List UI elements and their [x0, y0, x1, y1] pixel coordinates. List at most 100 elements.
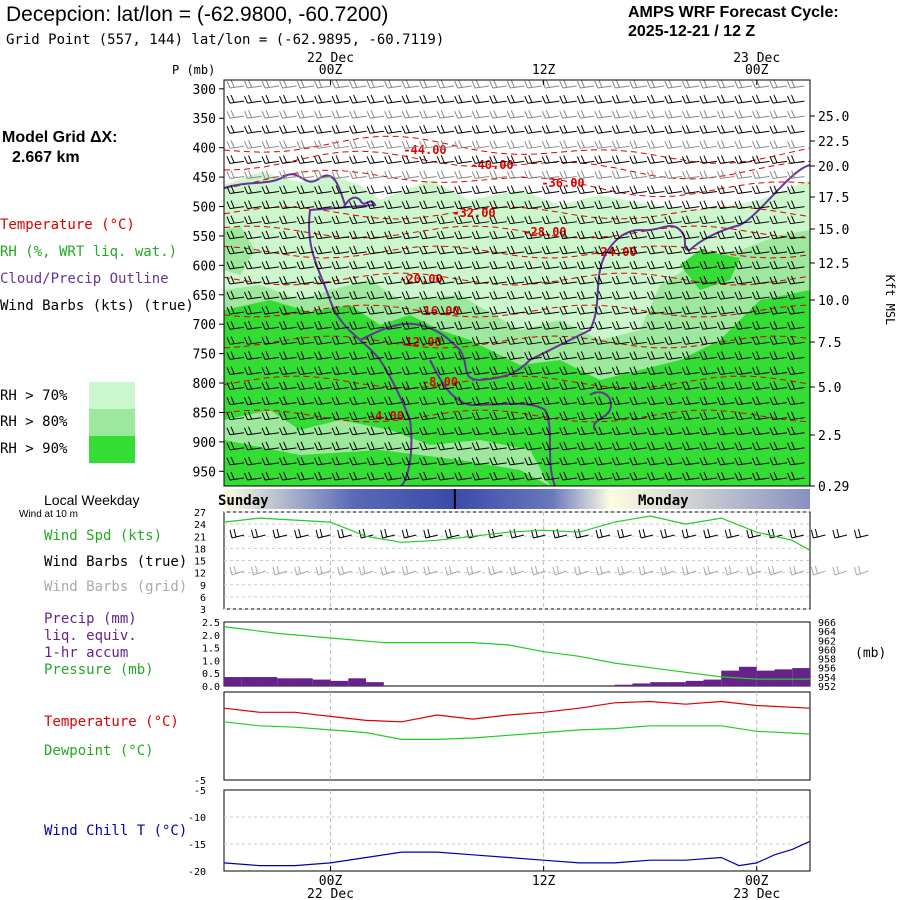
wind-barb-grid	[294, 565, 309, 576]
wind-barb	[331, 125, 350, 134]
wind-barb-grid	[832, 565, 848, 576]
wind-barb	[664, 245, 682, 255]
wind-barb	[384, 155, 402, 164]
wind-barb	[594, 245, 612, 255]
wind-barb	[296, 426, 315, 436]
wind-barb	[366, 155, 385, 164]
legend-rh70-swatch	[89, 382, 135, 409]
wind-barb	[699, 336, 717, 345]
wind-barb	[734, 80, 753, 89]
wind-barb	[366, 245, 385, 255]
wind-barb	[419, 94, 437, 104]
wind-barb	[226, 260, 245, 270]
wind-barb	[576, 381, 595, 391]
wind-barb	[716, 366, 735, 375]
isotherm-label: -32.00	[452, 206, 495, 220]
wind-barb	[594, 109, 612, 119]
wind-barb	[664, 80, 682, 89]
wind-barb	[384, 230, 402, 240]
wind-barb	[699, 396, 717, 406]
wind-barb	[787, 170, 805, 179]
wind-barb	[594, 230, 612, 240]
wind-barb	[296, 170, 315, 179]
wind-barb	[489, 109, 507, 119]
wind-barb	[471, 321, 490, 330]
wind-barb	[489, 441, 507, 451]
precip-bar	[295, 678, 313, 686]
wind-barb	[664, 351, 682, 360]
wind-barb	[611, 321, 630, 330]
wind-barb	[681, 411, 700, 421]
wind-barb	[524, 305, 542, 315]
wind-barb	[454, 471, 472, 481]
wind-barb-true	[444, 528, 460, 539]
wind-barb	[629, 290, 647, 300]
wind-speed-tick-label: 9	[200, 581, 206, 592]
wind-barb	[629, 351, 647, 360]
kft-tick-label: 5.0	[818, 381, 841, 396]
wind-barb	[314, 456, 332, 466]
wind-barb	[524, 321, 542, 330]
wind-barb	[471, 170, 490, 179]
wind-barb	[559, 245, 577, 255]
precip-tick-label: 2.0	[202, 631, 220, 642]
wind-barb	[419, 109, 437, 119]
wind-barb	[401, 230, 420, 240]
wind-barb	[471, 155, 490, 164]
wind-barb	[489, 321, 507, 330]
wind-barb	[331, 396, 350, 406]
wind-barb	[349, 170, 367, 179]
time-tick-label-bottom: 00Z	[319, 874, 343, 889]
cross-section-frame	[223, 79, 811, 487]
wind-barb	[716, 170, 735, 179]
wind-barb	[454, 411, 472, 421]
model-grid-label: Model Grid ΔX:	[2, 129, 118, 146]
pressure-tick-label: 350	[193, 112, 216, 127]
wind-barb	[594, 140, 612, 149]
wind-barb	[524, 336, 542, 345]
wind-barb	[314, 336, 332, 345]
wind-barb	[331, 140, 350, 149]
wind-barb	[559, 351, 577, 360]
wind-barb	[629, 185, 647, 195]
pressure-tick-label: 962	[818, 636, 836, 647]
wind-barb	[611, 230, 630, 240]
wind-barb	[419, 305, 437, 315]
wind-barb	[401, 336, 420, 345]
wind-barb	[559, 456, 577, 466]
wind-barb	[244, 456, 262, 466]
wind-barb	[314, 351, 332, 360]
wind-barb	[716, 275, 735, 285]
wind-barb	[349, 456, 367, 466]
wind-barb	[751, 411, 770, 421]
wind-barb	[611, 200, 630, 210]
isotherm-line	[224, 409, 810, 423]
wind-barb	[366, 290, 385, 300]
wind-barb	[681, 260, 700, 270]
wind-barb	[384, 125, 402, 134]
wind-barb	[471, 275, 490, 285]
wind-barb	[471, 140, 490, 149]
wind-barb	[699, 215, 717, 225]
wind-barb	[226, 426, 245, 436]
wind-barb	[331, 260, 350, 270]
wind-barb	[261, 290, 280, 300]
wind-barb	[576, 185, 595, 195]
isotherm-line	[224, 245, 810, 259]
wind-barb	[226, 441, 245, 451]
wind-barb	[629, 321, 647, 330]
wind-barb	[734, 155, 753, 164]
wind-barb	[244, 441, 262, 451]
wind-barb	[314, 366, 332, 375]
wind-barb	[454, 230, 472, 240]
wind-barb	[454, 366, 472, 375]
wind-barb	[769, 321, 788, 330]
wind-barb	[454, 290, 472, 300]
wind-barb	[401, 411, 420, 421]
wind-barb	[454, 80, 472, 89]
wind-barb	[629, 245, 647, 255]
wind-barb	[576, 200, 595, 210]
wind-barb	[279, 275, 297, 285]
wind-barb	[226, 396, 245, 406]
wind-barb-grid	[401, 565, 417, 576]
